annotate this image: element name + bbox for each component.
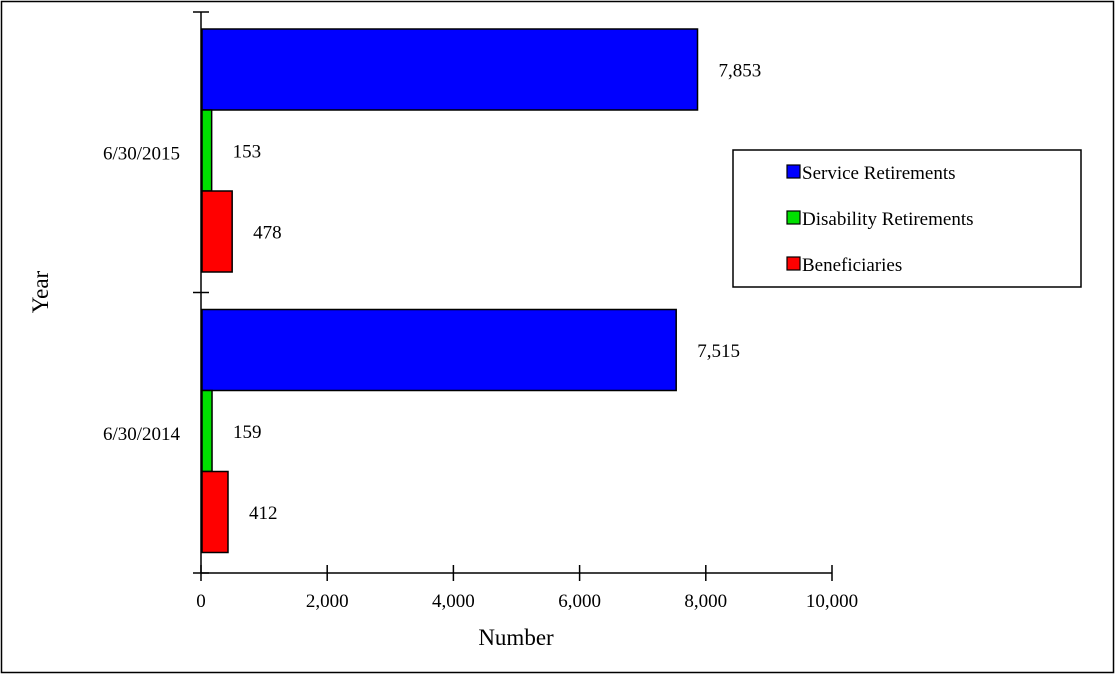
bars-group [201,28,699,554]
bar-value-label: 159 [233,422,262,443]
category-label: 6/30/2014 [103,424,181,445]
legend-label: Beneficiaries [802,255,902,276]
bar [201,109,213,192]
legend-swatch [786,256,801,271]
bar-value-label: 153 [233,142,262,163]
x-tick-label: 6,000 [558,591,601,612]
legend-swatch [786,164,801,179]
x-tick-label: 10,000 [806,591,858,612]
bar-value-label: 478 [253,223,282,244]
bar-value-label: 412 [249,503,278,524]
legend: Service Retirements Disability Retirement… [732,149,1082,288]
bar-value-label: 7,853 [719,61,762,82]
legend-label: Disability Retirements [802,209,974,230]
x-ticks-group: 0 2,000 4,000 6,000 8,000 10,000 [196,565,858,612]
legend-label: Service Retirements [802,163,956,184]
bar [201,389,213,473]
category-labels-group: 6/30/2015 6/30/2014 [103,143,181,445]
bar [201,190,233,273]
x-tick-label: 0 [196,591,206,612]
bar [201,308,677,392]
x-tick-label: 2,000 [306,591,349,612]
category-label: 6/30/2015 [103,143,180,164]
y-axis-title: Year [28,270,53,313]
x-tick-label: 8,000 [684,591,727,612]
x-axis-title: Number [478,625,554,650]
legend-swatch [786,210,801,225]
x-tick-label: 4,000 [432,591,475,612]
bar [201,28,699,111]
value-labels-group: 7,853 153 478 7,515 159 412 [233,61,762,525]
bar [201,470,229,554]
bar-value-label: 7,515 [697,341,740,362]
